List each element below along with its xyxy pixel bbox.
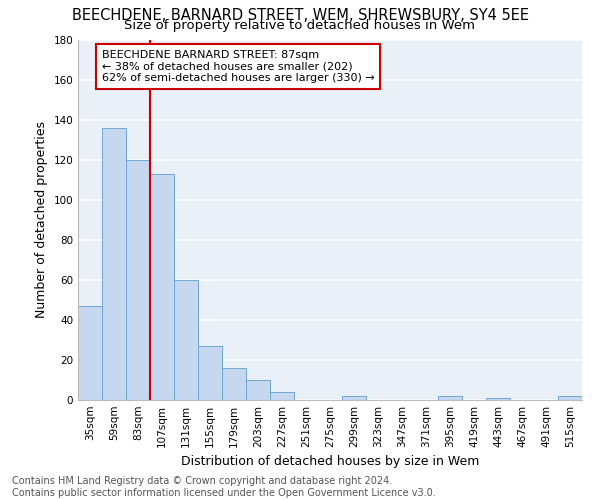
Bar (558, 396, 582, 400)
Bar (78, 306, 102, 400)
Text: Contains HM Land Registry data © Crown copyright and database right 2024.
Contai: Contains HM Land Registry data © Crown c… (12, 476, 436, 498)
Bar (270, 392, 294, 400)
Text: Size of property relative to detached houses in Wem: Size of property relative to detached ho… (125, 19, 476, 32)
Text: BEECHDENE, BARNARD STREET, WEM, SHREWSBURY, SY4 5EE: BEECHDENE, BARNARD STREET, WEM, SHREWSBU… (71, 8, 529, 22)
Bar (198, 346, 222, 400)
Bar (246, 380, 270, 400)
Bar (438, 396, 462, 400)
Bar (150, 174, 174, 400)
Bar (174, 280, 198, 400)
Y-axis label: Number of detached properties: Number of detached properties (35, 122, 48, 318)
Bar (342, 396, 366, 400)
Bar (102, 128, 126, 400)
Text: BEECHDENE BARNARD STREET: 87sqm
← 38% of detached houses are smaller (202)
62% o: BEECHDENE BARNARD STREET: 87sqm ← 38% of… (102, 50, 375, 83)
X-axis label: Distribution of detached houses by size in Wem: Distribution of detached houses by size … (181, 456, 479, 468)
Bar (126, 160, 150, 400)
Bar (486, 398, 510, 400)
Bar (222, 368, 246, 400)
